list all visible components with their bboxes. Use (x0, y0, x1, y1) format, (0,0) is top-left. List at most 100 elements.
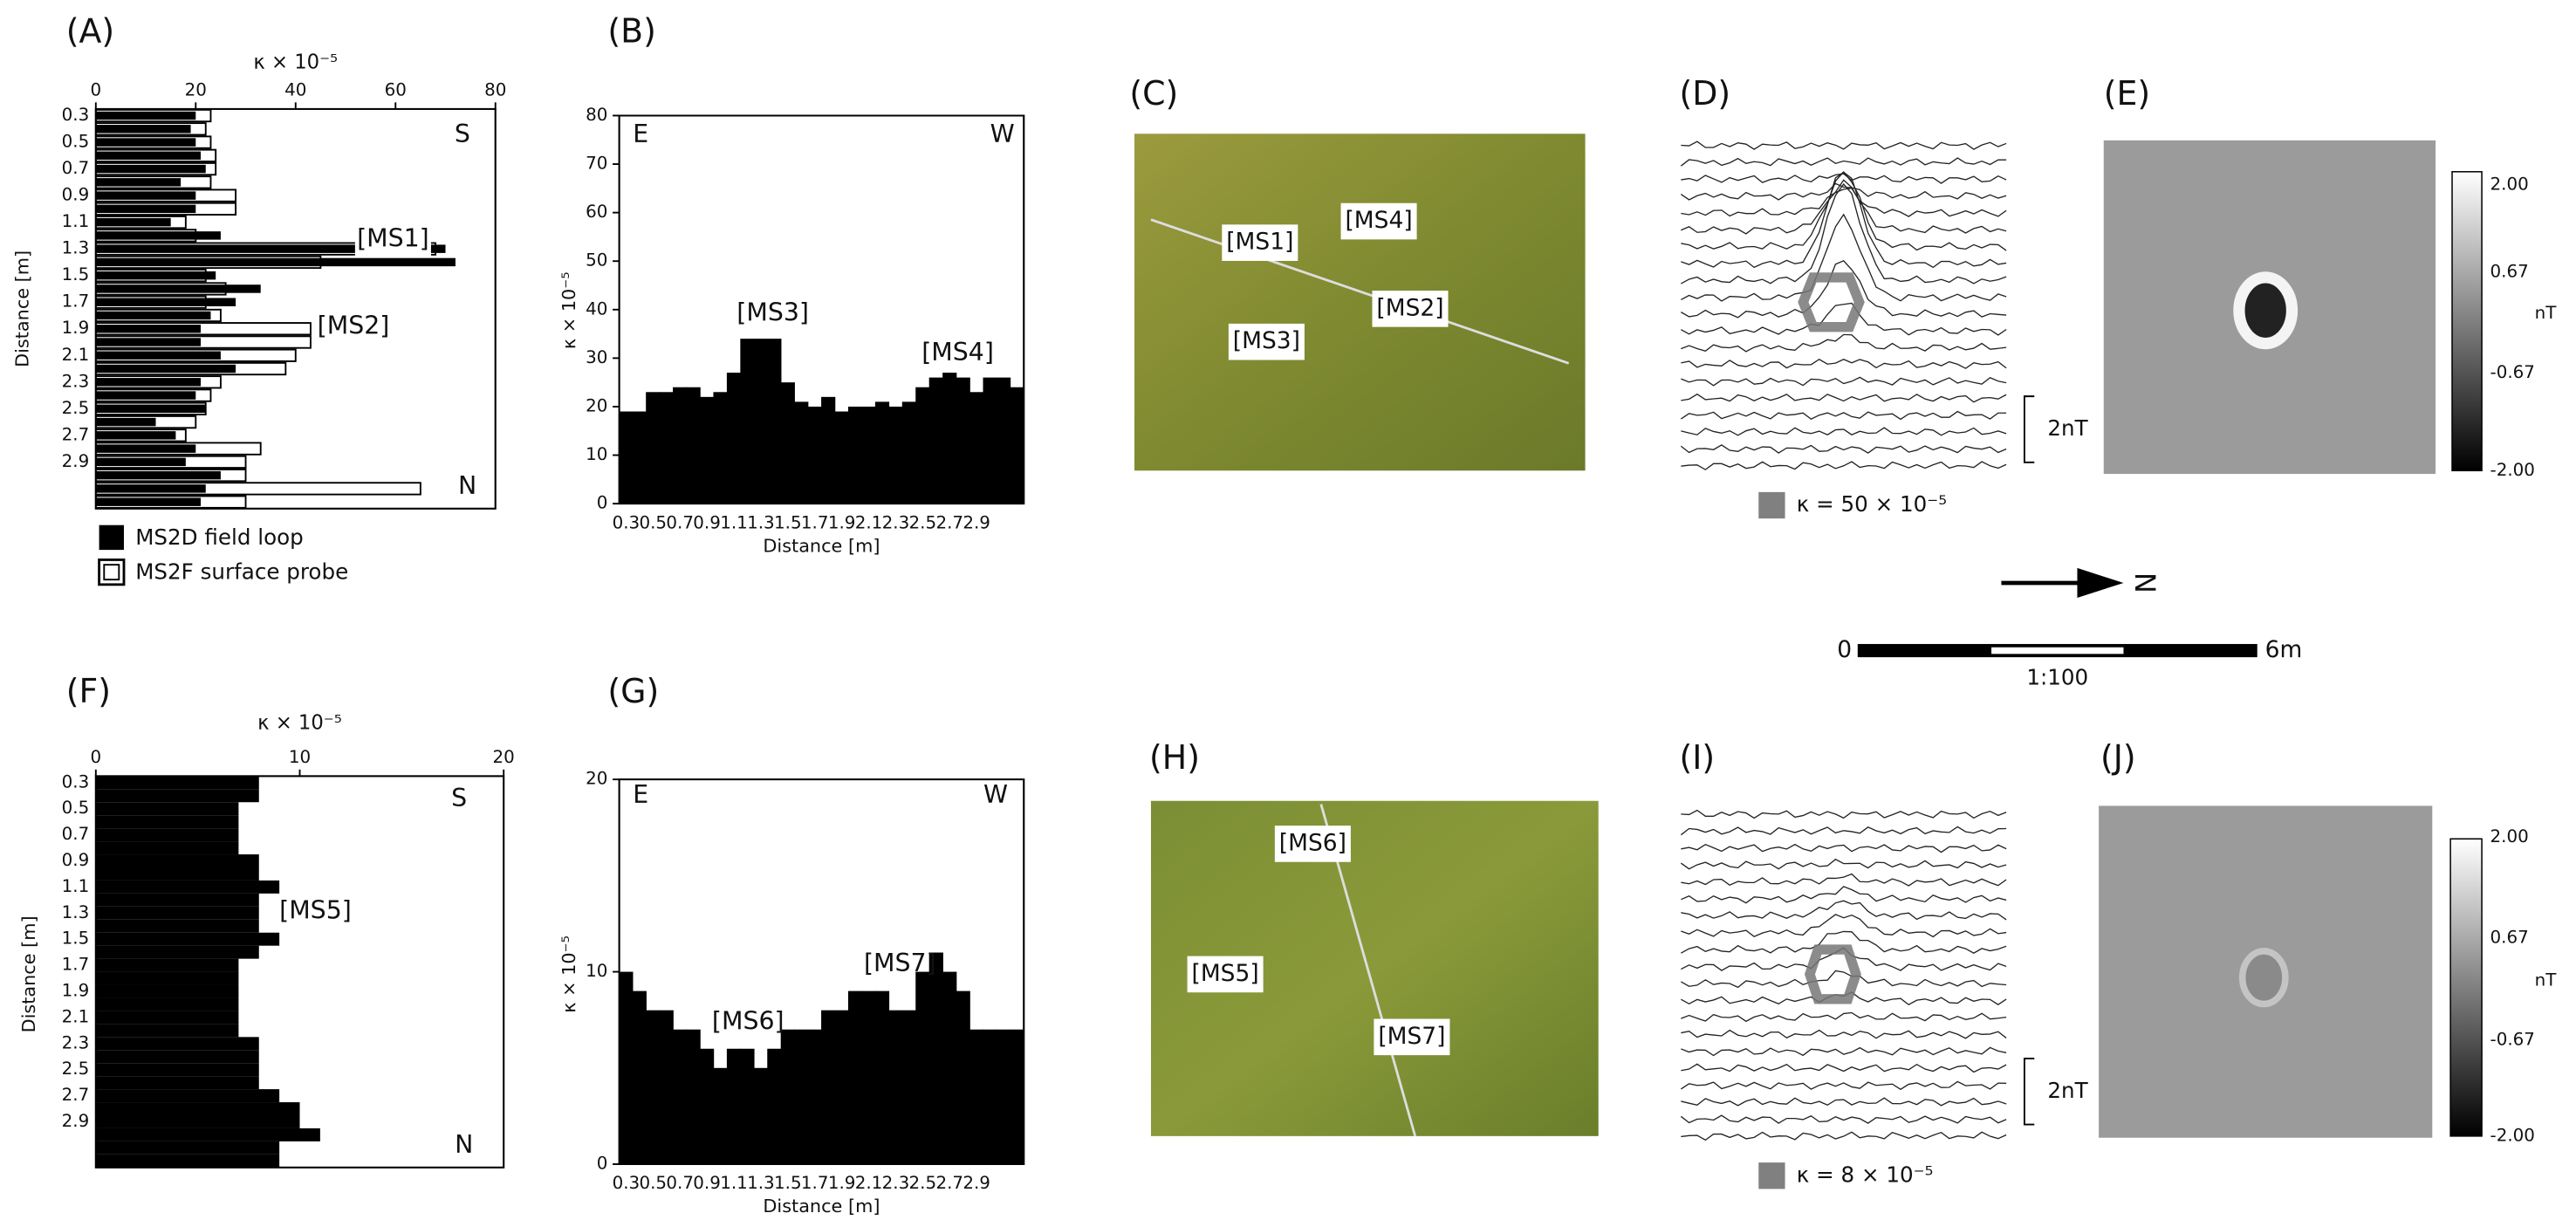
x-tick-label: 0.3 (613, 512, 641, 532)
trace (1681, 462, 2006, 469)
annotation: W (983, 780, 1008, 809)
bar (96, 231, 221, 239)
trace (1681, 1081, 2006, 1089)
bar (96, 352, 221, 360)
bar (96, 997, 239, 1011)
bar (619, 972, 633, 1164)
bar (96, 391, 195, 399)
bar (96, 828, 239, 841)
x-tick-label: 2.7 (935, 512, 963, 532)
annotation: [MS6] (712, 1006, 784, 1035)
bar (96, 1063, 259, 1076)
y-tick-label: 1.9 (62, 980, 90, 1000)
y-tick-label: 0.3 (62, 771, 90, 792)
bar (821, 1011, 835, 1164)
source-outline (1803, 278, 1859, 327)
bar (902, 401, 916, 504)
bar (875, 991, 889, 1164)
y-tick-label: 2.1 (62, 345, 90, 365)
scale-bracket (2024, 396, 2034, 463)
bar (1010, 1030, 1024, 1164)
legend-marker (99, 525, 124, 550)
bar (96, 841, 239, 854)
bar (96, 138, 195, 146)
legend-label: κ = 50 × 10⁻⁵ (1797, 491, 1947, 517)
trace (1681, 845, 2006, 853)
y-axis-title: Distance [m] (18, 915, 39, 1032)
bar (96, 1076, 259, 1089)
y-tick-label: 0 (597, 493, 608, 513)
x-tick-label: 60 (385, 80, 407, 100)
bar (96, 497, 201, 505)
panel-letter: (G) (607, 672, 659, 710)
x-tick-label: 1.7 (801, 512, 829, 532)
bar (660, 1011, 674, 1164)
panel-letter: (J) (2100, 738, 2136, 777)
colorbar-unit: nT (2535, 970, 2558, 990)
photo-label: [MS4] (1345, 207, 1412, 234)
photo (1134, 134, 1586, 470)
x-tick-label: 0.9 (693, 512, 721, 532)
anomaly (2239, 278, 2292, 344)
y-tick-label: 1.5 (62, 929, 90, 949)
bar (808, 407, 822, 504)
bar (700, 397, 714, 504)
colorbar-label: 0.67 (2490, 927, 2529, 947)
panel-letter: (E) (2104, 74, 2150, 113)
bar (902, 1011, 916, 1164)
annotation: E (633, 780, 648, 809)
bar (956, 991, 970, 1164)
bar (969, 392, 983, 504)
bar (96, 152, 201, 160)
bar (740, 1049, 754, 1164)
y-tick-label: 0.7 (62, 158, 90, 178)
bar (96, 867, 259, 881)
bar (96, 125, 191, 133)
photo-label: [MS5] (1192, 960, 1259, 987)
bar (96, 205, 195, 213)
bar (96, 325, 201, 332)
annotation: N (455, 1130, 473, 1159)
bar (96, 920, 259, 933)
bar (96, 1128, 320, 1141)
panel-letter: (B) (607, 11, 655, 50)
bar (808, 1030, 822, 1164)
bar (96, 178, 181, 186)
y-tick-label: 1.3 (62, 902, 90, 922)
colorbar-label: 2.00 (2490, 174, 2529, 194)
x-axis-title: Distance [m] (763, 1196, 880, 1217)
y-tick-label: 2.9 (62, 1111, 90, 1131)
trace-plot (1681, 141, 2006, 469)
bar (633, 412, 647, 504)
y-tick-label: 1.7 (62, 291, 90, 312)
bar (929, 378, 943, 504)
trace (1681, 428, 2006, 435)
x-tick-label: 0.5 (639, 1173, 667, 1193)
bar (96, 972, 239, 985)
x-axis-title: Distance [m] (763, 535, 880, 556)
colorbar-label: 0.67 (2490, 262, 2529, 282)
north-arrow-head (2077, 568, 2123, 598)
x-tick-label: 0.7 (666, 512, 694, 532)
bar (96, 378, 201, 386)
x-tick-label: 1.9 (828, 512, 856, 532)
trace (1681, 1012, 2006, 1021)
y-tick-label: 2.9 (62, 451, 90, 471)
y-tick-label: 0.3 (62, 105, 90, 125)
x-tick-label: 2.9 (963, 1173, 990, 1193)
scale-bracket (2024, 1059, 2034, 1125)
y-tick-label: 0.7 (62, 824, 90, 844)
x-tick-label: 2.5 (909, 512, 937, 532)
trace (1681, 811, 2006, 819)
bar (835, 1011, 849, 1164)
trace-scale: 2nT (2047, 1078, 2088, 1103)
y-tick-label: 2.5 (62, 398, 90, 418)
colorbar-unit: nT (2535, 303, 2558, 323)
bar (673, 387, 687, 504)
bar (96, 1037, 259, 1050)
scale-ratio: 1:100 (2026, 665, 2088, 690)
page: {"panel_letters":["(A)","(B)","(C)","(D)… (0, 0, 2576, 1217)
bar (96, 1024, 239, 1037)
trace (1681, 1031, 2006, 1038)
